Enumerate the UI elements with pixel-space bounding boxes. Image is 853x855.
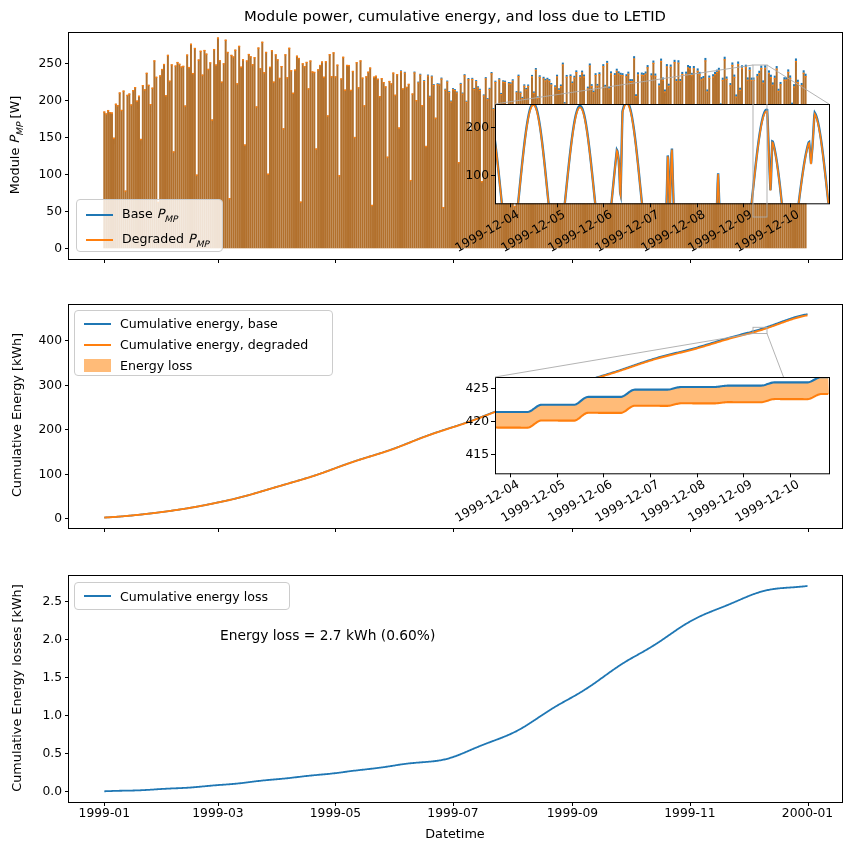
inset-y-tick-label: 415 — [466, 447, 489, 461]
y-tick-label: 0.5 — [42, 746, 62, 760]
chart-canvas — [0, 0, 853, 855]
x-tick-label: 2000-01 — [782, 806, 833, 820]
inset-y-tick-label: 425 — [466, 381, 489, 395]
inset-y-tick-label: 200 — [466, 119, 489, 133]
y-tick-label: 0.0 — [42, 784, 62, 798]
figure: Module power, cumulative energy, and los… — [0, 0, 853, 855]
top-ylabel: Module PMP [W] — [7, 96, 25, 195]
loss-annotation: Energy loss = 2.7 kWh (0.60%) — [220, 627, 435, 643]
base-line-swatch — [84, 323, 111, 325]
bottom-legend: Cumulative energy loss — [74, 582, 290, 610]
loss-line-swatch — [84, 595, 111, 597]
x-tick-label: 1999-11 — [664, 806, 715, 820]
top-legend: Base PMP Degraded PMP — [76, 199, 223, 252]
legend-label: Cumulative energy, base — [120, 316, 278, 331]
x-tick-label: 1999-09 — [547, 806, 598, 820]
y-tick-label: 200 — [39, 422, 62, 436]
bottom-ylabel: Cumulative Energy losses [kWh] — [9, 584, 24, 791]
legend-item-energy-loss: Energy loss — [75, 355, 332, 376]
figure-title: Module power, cumulative energy, and los… — [244, 7, 666, 24]
legend-item-base-pmp: Base PMP — [77, 202, 222, 227]
degraded-line-swatch — [86, 239, 113, 241]
y-tick-label: 0 — [54, 511, 62, 525]
y-tick-label: 50 — [46, 204, 62, 218]
top-ylabel-sub: MP — [14, 122, 25, 136]
y-tick-label: 400 — [39, 333, 62, 347]
y-tick-label: 2.0 — [42, 631, 62, 645]
xlabel: Datetime — [425, 826, 485, 841]
legend-item-cum-loss: Cumulative energy loss — [75, 583, 289, 609]
y-tick-label: 250 — [39, 55, 62, 69]
y-tick-label: 150 — [39, 130, 62, 144]
y-tick-label: 100 — [39, 466, 62, 480]
middle-ylabel: Cumulative Energy [kWh] — [9, 333, 24, 497]
legend-label: Degraded PMP — [122, 231, 209, 249]
x-tick-label: 1999-03 — [192, 806, 243, 820]
y-tick-label: 1.0 — [42, 708, 62, 722]
inset-y-tick-label: 420 — [466, 414, 489, 428]
legend-label: Cumulative energy loss — [120, 589, 268, 604]
y-tick-label: 300 — [39, 377, 62, 391]
legend-item-degraded-pmp: Degraded PMP — [77, 227, 222, 252]
legend-item-cum-base: Cumulative energy, base — [75, 313, 332, 334]
inset-y-tick-label: 100 — [466, 168, 489, 182]
middle-legend: Cumulative energy, base Cumulative energ… — [74, 310, 333, 376]
legend-item-cum-degraded: Cumulative energy, degraded — [75, 334, 332, 355]
x-tick-label: 1999-07 — [427, 806, 478, 820]
degraded-line-swatch — [84, 344, 111, 346]
legend-label: Base PMP — [122, 206, 178, 224]
base-line-swatch — [86, 214, 113, 216]
legend-label: Cumulative energy, degraded — [120, 337, 308, 352]
x-tick-label: 1999-05 — [310, 806, 361, 820]
y-tick-label: 1.5 — [42, 670, 62, 684]
y-tick-label: 200 — [39, 93, 62, 107]
legend-label: Energy loss — [120, 358, 192, 373]
loss-patch-swatch — [84, 359, 111, 372]
x-tick-label: 1999-01 — [79, 806, 130, 820]
top-ylabel-text: Module — [7, 144, 22, 195]
y-tick-label: 100 — [39, 167, 62, 181]
y-tick-label: 0 — [54, 241, 62, 255]
top-ylabel-var: P — [7, 136, 22, 144]
y-tick-label: 2.5 — [42, 593, 62, 607]
top-ylabel-suffix: [W] — [7, 96, 22, 123]
